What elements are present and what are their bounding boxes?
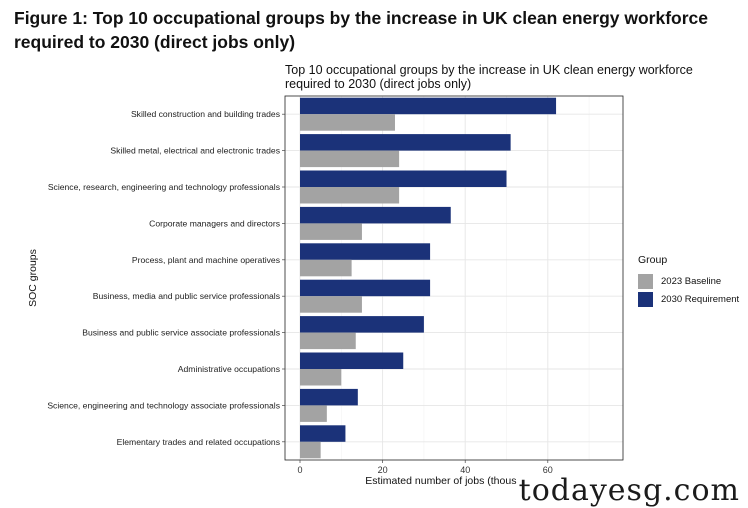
- y-tick-label: Process, plant and machine operatives: [132, 255, 280, 265]
- x-tick-label: 20: [378, 465, 388, 475]
- y-tick-label: Business and public service associate pr…: [82, 328, 280, 338]
- y-tick-label: Skilled metal, electrical and electronic…: [110, 146, 280, 156]
- bar-2030-requirement: [300, 388, 358, 406]
- y-tick-label: Science, engineering and technology asso…: [47, 400, 280, 410]
- figure-title: Figure 1: Top 10 occupational groups by …: [14, 8, 709, 52]
- legend-label-requirement: 2030 Requirement: [661, 293, 740, 305]
- y-tick-label: Business, media and public service profe…: [93, 291, 280, 301]
- legend-item-baseline: 2023 Baseline: [638, 272, 739, 290]
- y-tick-label: Corporate managers and directors: [149, 218, 280, 228]
- x-axis-title: Estimated number of jobs (thousands): [365, 475, 542, 487]
- legend-title: Group: [638, 254, 668, 266]
- bar-2023-baseline: [300, 369, 342, 386]
- bar-2023-baseline: [300, 114, 395, 131]
- y-tick-label: Administrative occupations: [178, 364, 280, 374]
- bar-2023-baseline: [300, 223, 362, 240]
- bar-2023-baseline: [300, 441, 321, 459]
- legend-label-baseline: 2023 Baseline: [661, 275, 722, 287]
- bar-2023-baseline: [300, 332, 356, 350]
- watermark: todayesg.com: [516, 473, 742, 508]
- y-tick-label: Skilled construction and building trades: [131, 109, 280, 119]
- x-tick-label: 0: [297, 465, 302, 475]
- bar-2030-requirement: [300, 425, 346, 442]
- bar-2023-baseline: [300, 259, 352, 277]
- bar-2023-baseline: [300, 405, 327, 422]
- y-tick-label: Elementary trades and related occupation…: [117, 437, 280, 447]
- bar-2023-baseline: [300, 150, 400, 168]
- x-tick-label: 60: [543, 465, 553, 475]
- bar-2030-requirement: [300, 134, 511, 151]
- bar-2030-requirement: [300, 170, 507, 187]
- legend-swatch-baseline: [638, 273, 653, 289]
- x-tick-label: 40: [460, 465, 470, 475]
- legend-item-requirement: 2030 Requirement: [638, 290, 739, 308]
- bar-2030-requirement: [300, 316, 424, 333]
- y-axis-title: SOC groups: [27, 249, 39, 307]
- bar-2023-baseline: [300, 296, 362, 313]
- legend-swatch-requirement: [638, 291, 653, 307]
- bar-2030-requirement: [300, 206, 451, 224]
- bar-2030-requirement: [300, 97, 557, 115]
- chart-title: Top 10 occupational groups by the increa…: [285, 63, 693, 91]
- legend: Group 2023 Baseline 2030 Requirement: [638, 254, 739, 308]
- bar-2023-baseline: [300, 187, 400, 204]
- bar-2030-requirement: [300, 243, 431, 260]
- plot-border: [284, 95, 624, 461]
- bar-2030-requirement: [300, 279, 431, 297]
- y-tick-label: Science, research, engineering and techn…: [48, 182, 280, 192]
- bar-2030-requirement: [300, 352, 404, 369]
